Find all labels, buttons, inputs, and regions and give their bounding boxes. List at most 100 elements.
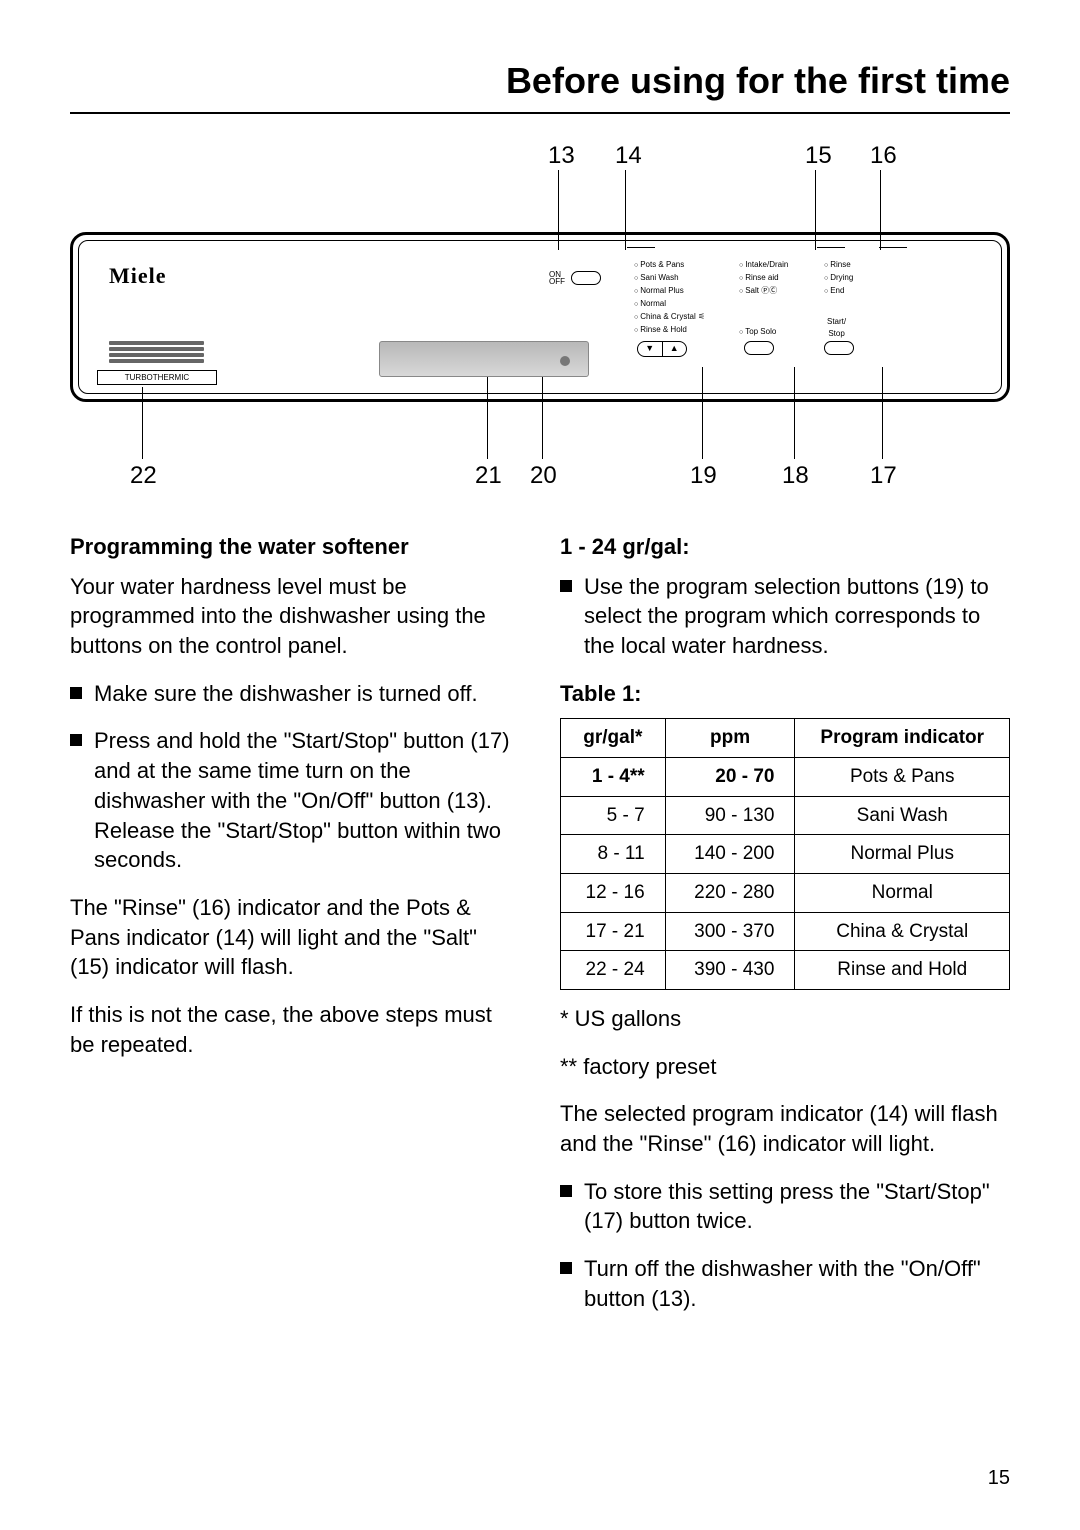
ind-normal: Normal <box>634 298 705 311</box>
para-selected-flash: The selected program indicator (14) will… <box>560 1099 1010 1158</box>
page-number: 15 <box>988 1467 1010 1490</box>
start-stop-label: Start/ Stop <box>827 316 846 340</box>
ind-drying: Drying <box>824 272 853 285</box>
table-row: 8 - 11 140 - 200 Normal Plus <box>561 835 1010 874</box>
pill-icon <box>571 271 601 285</box>
cell: Sani Wash <box>795 796 1010 835</box>
callout-line <box>882 367 883 459</box>
cycle-indicator-list: Rinse Drying End <box>824 259 853 298</box>
para-intro: Your water hardness level must be progra… <box>70 572 520 661</box>
display-window <box>379 341 589 377</box>
ind-normal-plus: Normal Plus <box>634 285 705 298</box>
cell: China & Crystal <box>795 912 1010 951</box>
panel-inner: Miele TURBOTHERMIC ONOFF Pots & Pans San… <box>78 240 1002 394</box>
para-indicators: The "Rinse" (16) indicator and the Pots … <box>70 893 520 982</box>
bullet-text: To store this setting press the "Start/S… <box>584 1177 1010 1236</box>
ind-end: End <box>824 285 853 298</box>
cell: 20 - 70 <box>665 758 795 797</box>
callout-line <box>542 377 543 459</box>
th-program: Program indicator <box>795 719 1010 758</box>
callout-line <box>142 387 143 459</box>
callout-20: 20 <box>530 462 557 490</box>
bullet-text: Press and hold the "Start/Stop" button (… <box>94 726 520 874</box>
display-dot-icon <box>560 356 570 366</box>
callout-17: 17 <box>870 462 897 490</box>
callout-16: 16 <box>870 142 897 170</box>
ind-rinse: Rinse <box>824 259 853 272</box>
table-row: 12 - 16 220 - 280 Normal <box>561 874 1010 913</box>
rocker-up-icon: ▲ <box>663 342 687 356</box>
callout-line <box>702 367 703 459</box>
rocker-down-icon: ▼ <box>638 342 663 356</box>
cell: Rinse and Hold <box>795 951 1010 990</box>
heading-table: Table 1: <box>560 679 1010 709</box>
bullet-text: Make sure the dishwasher is turned off. <box>94 679 520 709</box>
table-row: 1 - 4** 20 - 70 Pots & Pans <box>561 758 1010 797</box>
table-body: 1 - 4** 20 - 70 Pots & Pans 5 - 7 90 - 1… <box>561 758 1010 990</box>
ind-pots-pans: Pots & Pans <box>634 259 705 272</box>
footnote-us-gallons: * US gallons <box>560 1004 1010 1034</box>
bullet-icon <box>560 1185 572 1197</box>
cell: 8 - 11 <box>561 835 666 874</box>
top-solo-button[interactable] <box>744 341 774 355</box>
cell: 1 - 4** <box>561 758 666 797</box>
bullet-turn-off: Make sure the dishwasher is turned off. <box>70 679 520 709</box>
content-columns: Programming the water softener Your wate… <box>70 532 1010 1331</box>
ind-intake-drain: Intake/Drain <box>739 259 788 272</box>
cell: 390 - 430 <box>665 951 795 990</box>
bullet-icon <box>70 687 82 699</box>
callout-14: 14 <box>615 142 642 170</box>
cell: 5 - 7 <box>561 796 666 835</box>
page-title: Before using for the first time <box>70 60 1010 114</box>
cell: 300 - 370 <box>665 912 795 951</box>
callout-22: 22 <box>130 462 157 490</box>
ind-sani-wash: Sani Wash <box>634 272 705 285</box>
left-column: Programming the water softener Your wate… <box>70 532 520 1331</box>
turbo-vent-icon <box>109 341 204 365</box>
cell: 90 - 130 <box>665 796 795 835</box>
callout-line <box>794 367 795 459</box>
start-stop-button[interactable] <box>824 341 854 355</box>
bullet-icon <box>560 580 572 592</box>
cell: 140 - 200 <box>665 835 795 874</box>
hardness-table: gr/gal* ppm Program indicator 1 - 4** 20… <box>560 718 1010 989</box>
th-ppm: ppm <box>665 719 795 758</box>
callout-18: 18 <box>782 462 809 490</box>
ind-rinse-hold: Rinse & Hold <box>634 324 705 337</box>
program-indicator-list: Pots & Pans Sani Wash Normal Plus Normal… <box>634 259 705 337</box>
ind-salt: Salt ⓅⒸ <box>739 285 788 298</box>
callout-line <box>487 377 488 459</box>
bullet-use-program: Use the program selection buttons (19) t… <box>560 572 1010 661</box>
status-indicator-list: Intake/Drain Rinse aid Salt ⓅⒸ <box>739 259 788 298</box>
cell: 12 - 16 <box>561 874 666 913</box>
ind-china-crystal: China & Crystal ⚟ <box>634 311 705 324</box>
cell: 220 - 280 <box>665 874 795 913</box>
tick-16 <box>879 247 907 248</box>
bullet-icon <box>70 734 82 746</box>
panel-outer: Miele TURBOTHERMIC ONOFF Pots & Pans San… <box>70 232 1010 402</box>
bullet-text: Use the program selection buttons (19) t… <box>584 572 1010 661</box>
tick-15 <box>817 247 845 248</box>
table-header-row: gr/gal* ppm Program indicator <box>561 719 1010 758</box>
top-solo-label: Top Solo <box>739 326 776 339</box>
cell: Pots & Pans <box>795 758 1010 797</box>
footnote-factory-preset: ** factory preset <box>560 1052 1010 1082</box>
cell: 17 - 21 <box>561 912 666 951</box>
brand-logo: Miele <box>109 263 167 289</box>
callout-13: 13 <box>548 142 575 170</box>
bullet-icon <box>560 1262 572 1274</box>
program-select-rocker[interactable]: ▼ ▲ <box>637 341 687 357</box>
cell: Normal Plus <box>795 835 1010 874</box>
bullet-text: Turn off the dishwasher with the "On/Off… <box>584 1254 1010 1313</box>
tick-14 <box>627 247 655 248</box>
on-off-button[interactable]: ONOFF <box>549 271 601 285</box>
table-row: 5 - 7 90 - 130 Sani Wash <box>561 796 1010 835</box>
table-row: 22 - 24 390 - 430 Rinse and Hold <box>561 951 1010 990</box>
heading-range: 1 - 24 gr/gal: <box>560 532 1010 562</box>
table-row: 17 - 21 300 - 370 China & Crystal <box>561 912 1010 951</box>
bullet-turn-off-end: Turn off the dishwasher with the "On/Off… <box>560 1254 1010 1313</box>
control-panel-diagram: 13 14 15 16 Miele TURBOTHERMIC ONOFF <box>70 142 1010 502</box>
cell: Normal <box>795 874 1010 913</box>
callout-21: 21 <box>475 462 502 490</box>
bullet-press-hold: Press and hold the "Start/Stop" button (… <box>70 726 520 874</box>
